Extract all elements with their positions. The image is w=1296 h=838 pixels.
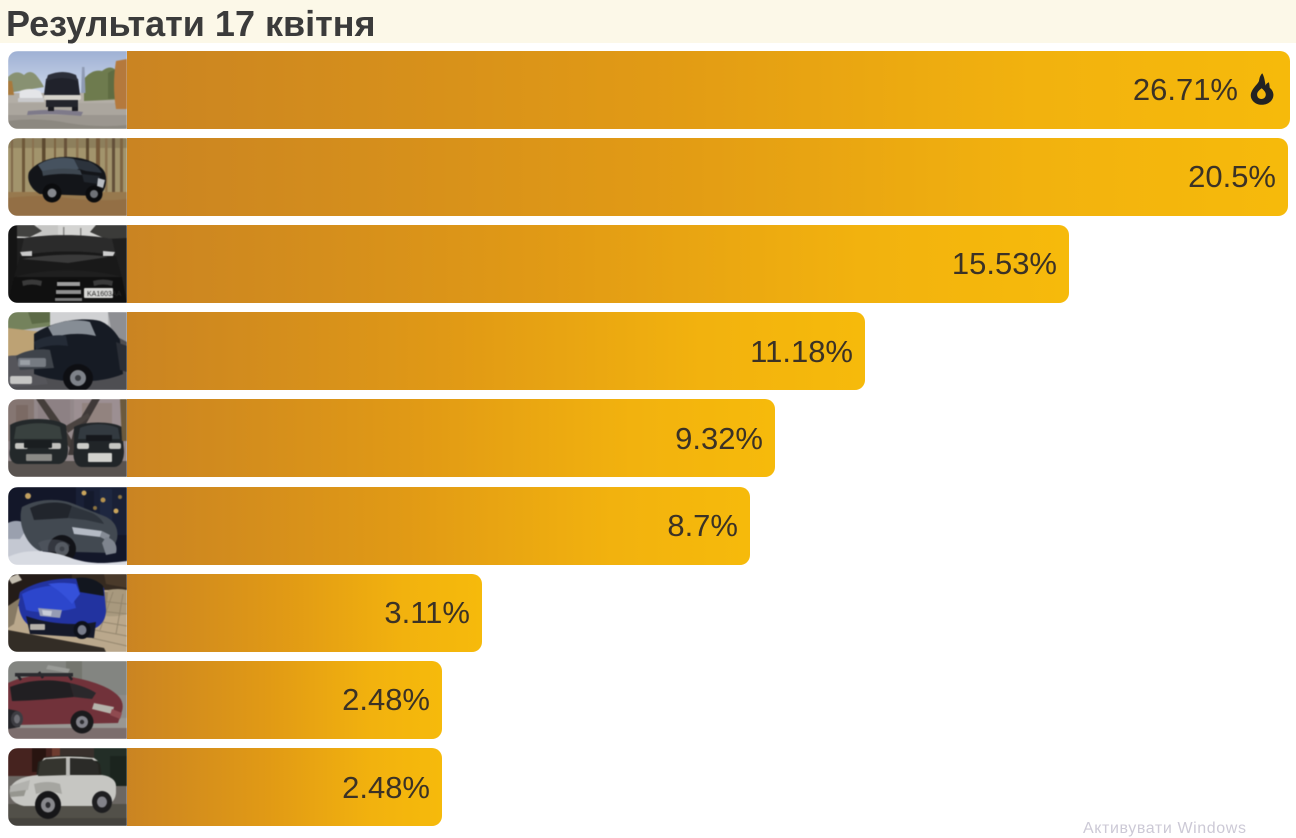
svg-text:KA1603AA: KA1603AA <box>87 291 122 298</box>
